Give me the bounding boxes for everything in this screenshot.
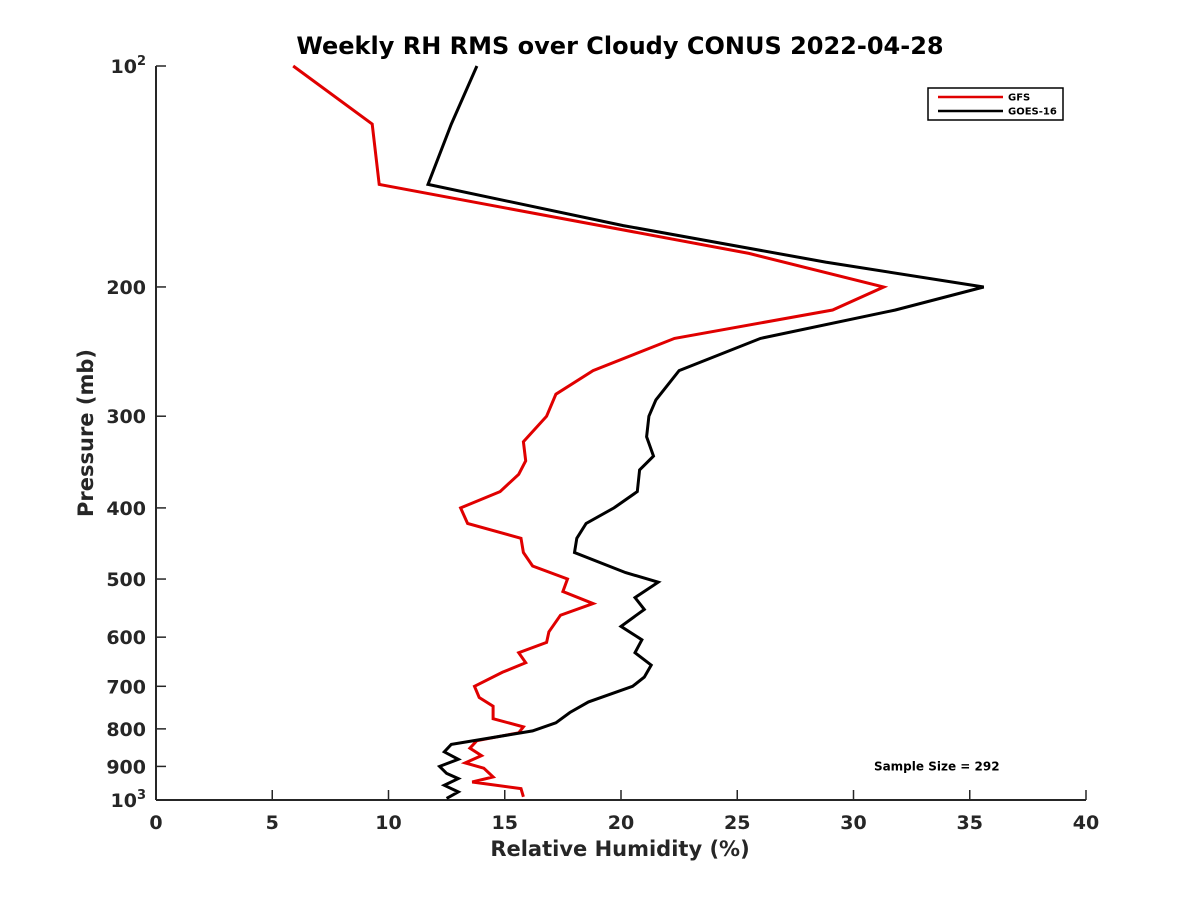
x-tick-label: 5 <box>266 812 279 834</box>
legend-box <box>927 87 1064 121</box>
series-line-gfs <box>292 64 889 798</box>
y-tick-label: 500 <box>106 569 146 591</box>
y-tick-label: 200 <box>106 277 146 299</box>
legend: GFS GOES-16 <box>927 87 1064 121</box>
chart-title: Weekly RH RMS over Cloudy CONUS 2022-04-… <box>296 32 943 60</box>
x-tick-label: 15 <box>492 812 518 834</box>
y-axis-label: Pressure (mb) <box>74 349 98 517</box>
x-tick-label: 20 <box>608 812 634 834</box>
x-tick-label: 30 <box>840 812 866 834</box>
legend-label: GFS <box>1008 93 1030 104</box>
y-tick-label: 600 <box>106 627 146 649</box>
y-tick-label: 700 <box>106 676 146 698</box>
x-tick-label: 40 <box>1073 812 1099 834</box>
plot-area: 0 5 10 15 20 25 30 35 40 102 200 300 400 500 600 700 800… <box>106 54 1099 834</box>
x-axis-label: Relative Humidity (%) <box>490 837 749 861</box>
y-tick-label: 300 <box>106 406 146 428</box>
y-tick-label: 103 <box>111 788 147 812</box>
x-tick-label: 10 <box>375 812 401 834</box>
x-tick-label: 35 <box>957 812 983 834</box>
y-tick-label: 400 <box>106 498 146 520</box>
x-tick-label: 0 <box>149 812 162 834</box>
y-tick-label: 102 <box>111 54 147 78</box>
y-tick-label: 900 <box>106 756 146 778</box>
x-tick-label: 25 <box>724 812 750 834</box>
sample-size-annotation: Sample Size = 292 <box>874 759 1000 773</box>
series-line-goes-16 <box>425 65 985 800</box>
y-tick-label: 800 <box>106 719 146 741</box>
legend-label: GOES-16 <box>1008 107 1057 118</box>
